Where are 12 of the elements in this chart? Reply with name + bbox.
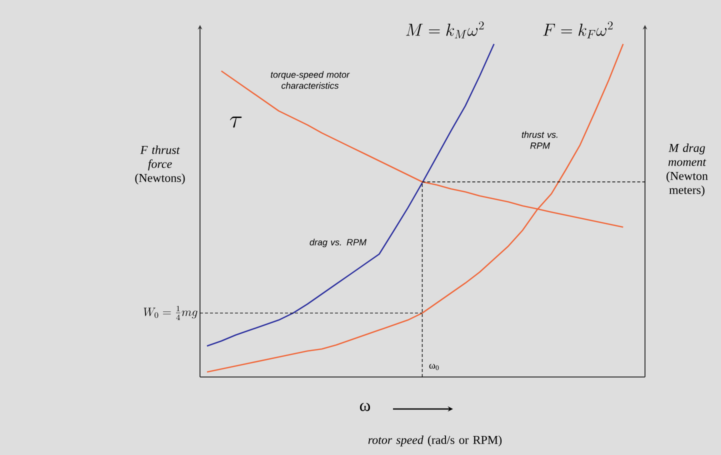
y2-axis-title: M drag moment (Newton meters) bbox=[666, 144, 708, 196]
series-label: $M = k_M\omega^2$ bbox=[406, 21, 484, 38]
annotation: torque-speed motor characteristics bbox=[270, 71, 350, 89]
y-axis-title: F thrust force (Newtons) bbox=[135, 146, 185, 184]
annotation: thrust vs. RPM bbox=[522, 131, 558, 149]
x-axis-title: ω bbox=[360, 402, 370, 412]
series-label: $F = k_F\omega^2$ bbox=[543, 21, 613, 38]
ref-line-label: $W_0 = \frac{1}{4}mg$ bbox=[144, 306, 198, 320]
text: $\tau$ bbox=[230, 116, 242, 128]
annotation: ω$_{0}$ bbox=[429, 364, 439, 370]
annotation: drag vs. RPM bbox=[310, 238, 366, 248]
text: rotor speed (rad/s or RPM) bbox=[368, 436, 502, 446]
